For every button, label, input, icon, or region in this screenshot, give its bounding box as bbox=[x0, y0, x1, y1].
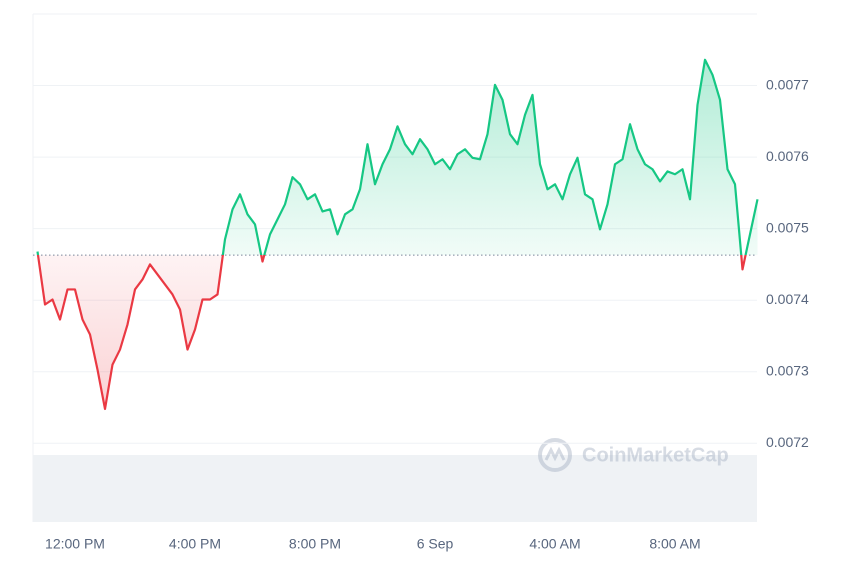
x-tick-label: 8:00 PM bbox=[289, 536, 341, 552]
x-tick-label: 12:00 PM bbox=[45, 536, 105, 552]
y-tick-label: 0.0072 bbox=[766, 434, 809, 450]
watermark-text: CoinMarketCap bbox=[582, 444, 729, 466]
x-tick-label: 8:00 AM bbox=[649, 536, 700, 552]
volume-area bbox=[33, 455, 757, 522]
x-tick-label: 4:00 AM bbox=[529, 536, 580, 552]
y-tick-label: 0.0075 bbox=[766, 219, 809, 235]
y-tick-label: 0.0076 bbox=[766, 148, 809, 164]
y-tick-label: 0.0074 bbox=[766, 291, 809, 307]
y-tick-label: 0.0077 bbox=[766, 76, 809, 92]
price-line bbox=[36, 58, 759, 411]
x-tick-label: 4:00 PM bbox=[169, 536, 221, 552]
x-tick-label: 6 Sep bbox=[417, 536, 454, 552]
watermark: CoinMarketCap bbox=[538, 438, 729, 472]
area-fill bbox=[37, 59, 758, 409]
y-tick-label: 0.0073 bbox=[766, 362, 809, 378]
